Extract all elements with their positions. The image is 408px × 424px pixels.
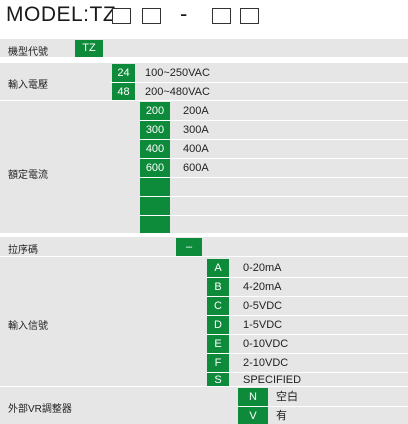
signal-code-s: S bbox=[207, 373, 229, 387]
divider bbox=[207, 277, 408, 278]
signal-desc-b: 4-20mA bbox=[243, 281, 282, 293]
divider bbox=[207, 334, 408, 335]
row-model-code: 機型代號 TZ bbox=[0, 38, 408, 58]
input-signal-label: 輸入信號 bbox=[8, 321, 48, 332]
code-box-4 bbox=[240, 8, 259, 24]
voltage-desc-24: 100~250VAC bbox=[145, 67, 210, 79]
model-code-cell: TZ bbox=[75, 40, 103, 57]
voltage-desc-48: 200~480VAC bbox=[145, 86, 210, 98]
divider bbox=[207, 296, 408, 297]
divider bbox=[110, 82, 408, 83]
current-desc-600: 600A bbox=[183, 162, 209, 174]
code-box-2 bbox=[142, 8, 161, 24]
divider bbox=[207, 353, 408, 354]
rated-current-label: 額定電流 bbox=[8, 170, 48, 181]
current-code-300: 300 bbox=[140, 121, 170, 139]
divider bbox=[207, 315, 408, 316]
divider bbox=[140, 158, 408, 159]
vr-code-v: V bbox=[238, 407, 268, 424]
voltage-code-24: 24 bbox=[112, 64, 135, 82]
current-desc-200: 200A bbox=[183, 105, 209, 117]
voltage-code-48: 48 bbox=[112, 83, 135, 101]
model-header: MODEL:TZ - bbox=[0, 0, 408, 34]
row-input-voltage: 輸入電壓 24 100~250VAC 48 200~480VAC bbox=[0, 62, 408, 101]
signal-desc-e: 0-10VDC bbox=[243, 338, 289, 350]
model-separator: - bbox=[180, 1, 188, 26]
current-code-400: 400 bbox=[140, 140, 170, 158]
row-dash-code: 拉序碼 – bbox=[0, 236, 408, 256]
divider bbox=[140, 120, 408, 121]
current-code-200: 200 bbox=[140, 102, 170, 120]
current-code-600: 600 bbox=[140, 159, 170, 177]
vr-desc-n: 空白 bbox=[276, 391, 298, 403]
signal-desc-f: 2-10VDC bbox=[243, 357, 289, 369]
divider bbox=[207, 372, 408, 373]
divider bbox=[140, 196, 408, 197]
signal-code-c: C bbox=[207, 297, 229, 315]
signal-code-f: F bbox=[207, 354, 229, 372]
divider bbox=[140, 177, 408, 178]
row-input-signal: 輸入信號 A 0-20mA B 4-20mA C 0-5VDC D 1-5VDC… bbox=[0, 256, 408, 387]
code-box-3 bbox=[212, 8, 231, 24]
divider bbox=[140, 139, 408, 140]
vr-desc-v: 有 bbox=[276, 410, 287, 422]
model-code-label: 機型代號 bbox=[8, 47, 48, 58]
signal-desc-s: SPECIFIED bbox=[243, 374, 302, 386]
external-vr-label: 外部VR調整器 bbox=[8, 404, 72, 415]
code-box-1 bbox=[112, 8, 131, 24]
divider bbox=[140, 215, 408, 216]
signal-desc-d: 1-5VDC bbox=[243, 319, 283, 331]
signal-code-e: E bbox=[207, 335, 229, 353]
signal-code-d: D bbox=[207, 316, 229, 334]
dash-code-label: 拉序碼 bbox=[8, 245, 38, 256]
signal-desc-a: 0-20mA bbox=[243, 262, 282, 274]
signal-code-a: A bbox=[207, 259, 229, 277]
signal-code-b: B bbox=[207, 278, 229, 296]
current-code-blank bbox=[140, 216, 170, 233]
row-external-vr: 外部VR調整器 N 空白 V 有 bbox=[0, 386, 408, 424]
model-title: MODEL:TZ bbox=[6, 3, 117, 26]
current-desc-400: 400A bbox=[183, 143, 209, 155]
input-voltage-label: 輸入電壓 bbox=[8, 80, 48, 91]
current-desc-300: 300A bbox=[183, 124, 209, 136]
row-rated-current: 額定電流 200 200A 300 300A 400 400A 600 600A bbox=[0, 100, 408, 233]
dash-code-cell: – bbox=[176, 238, 202, 256]
vr-code-n: N bbox=[238, 388, 268, 406]
current-code-blank bbox=[140, 197, 170, 215]
signal-desc-c: 0-5VDC bbox=[243, 300, 283, 312]
current-code-blank bbox=[140, 178, 170, 196]
divider bbox=[238, 406, 408, 407]
